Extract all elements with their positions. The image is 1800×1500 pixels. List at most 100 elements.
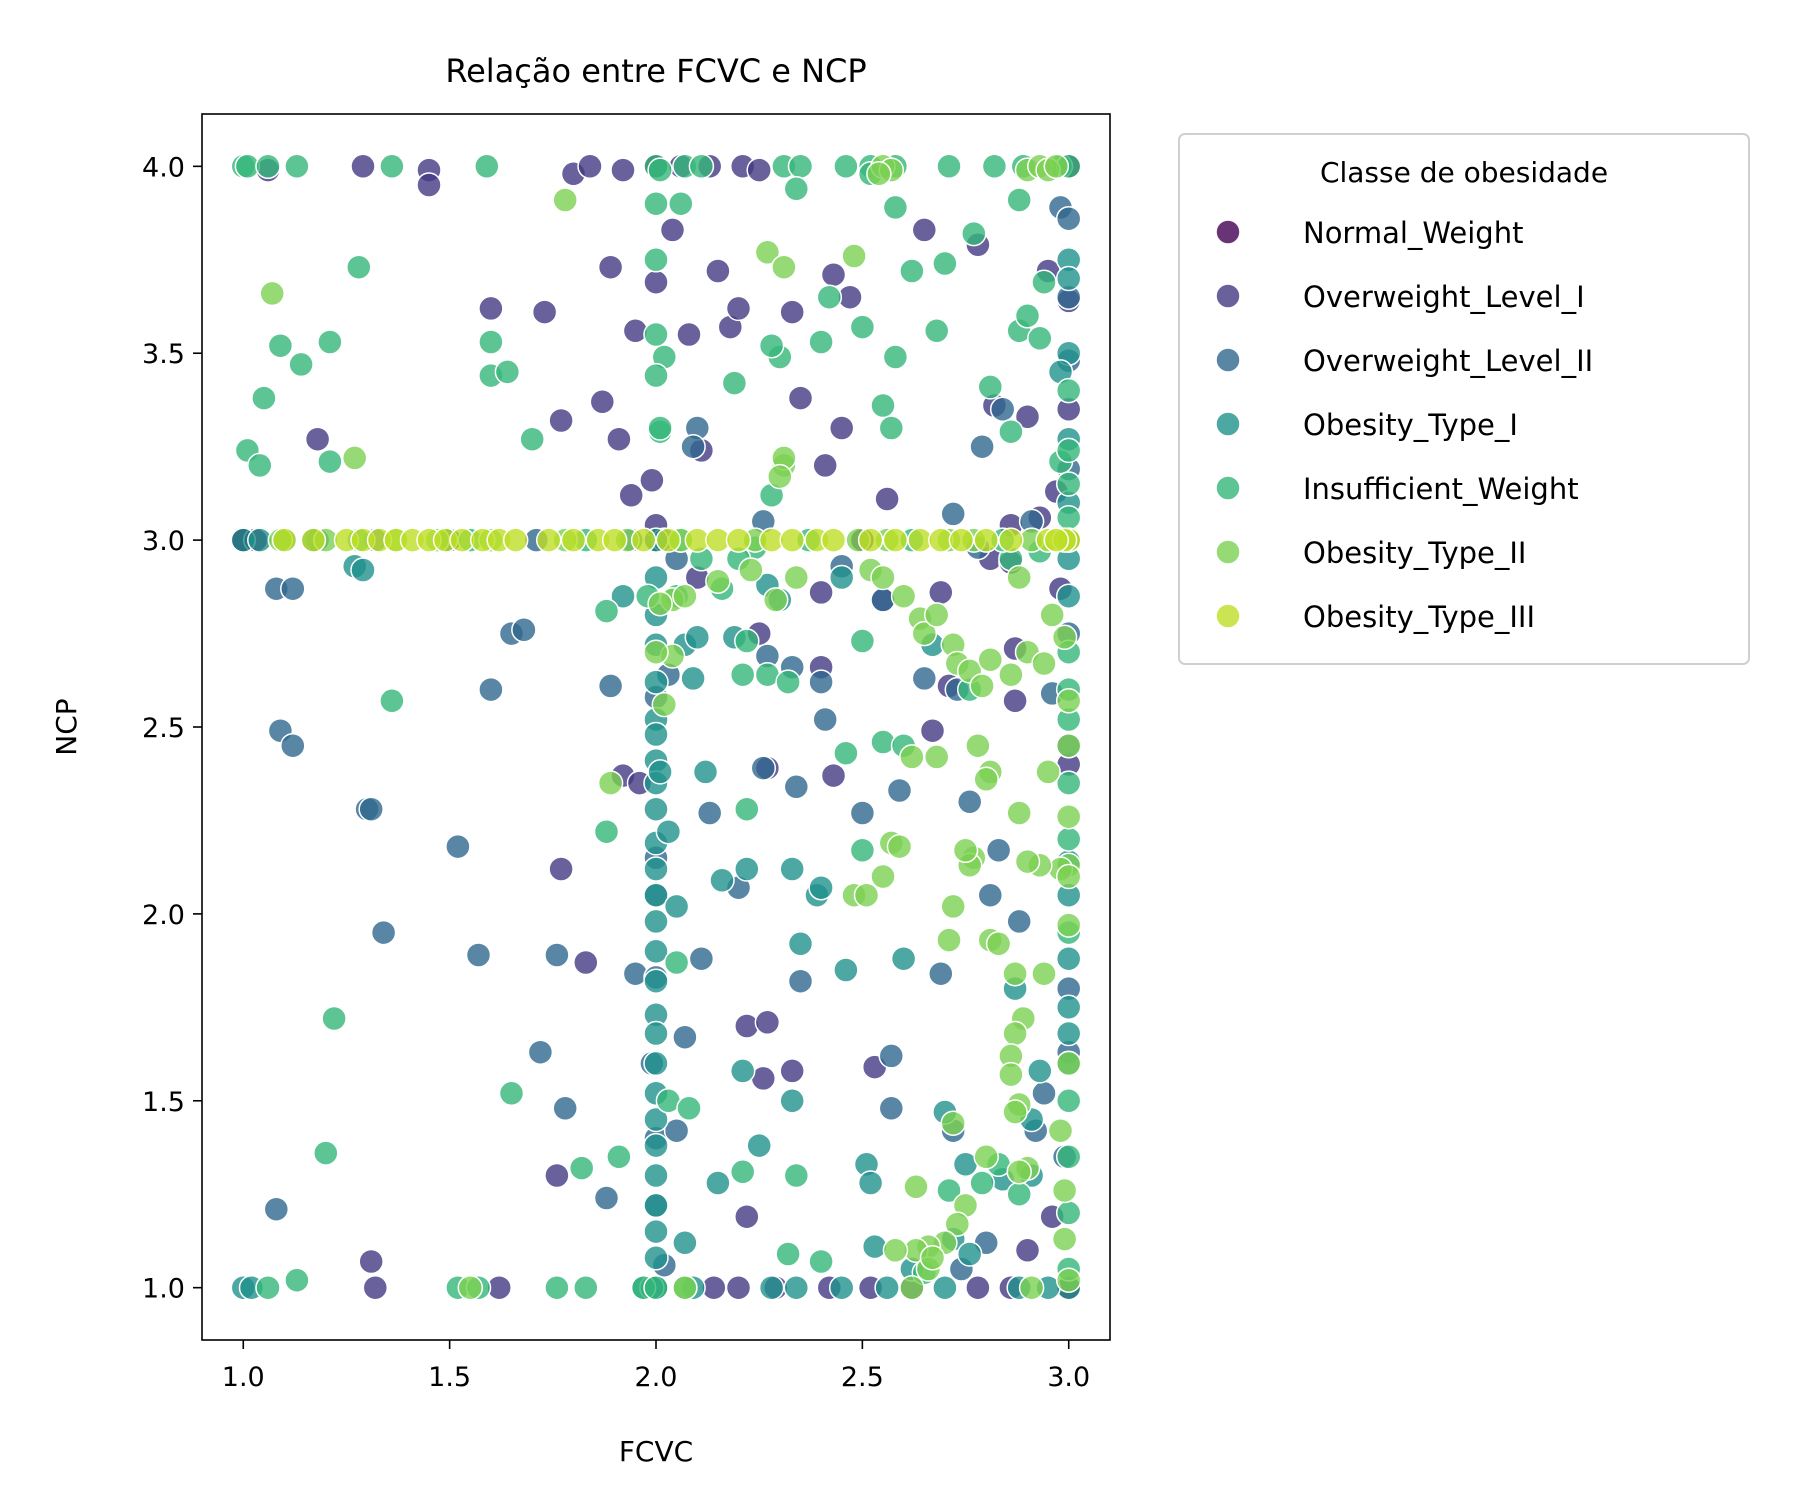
scatter-point [849,837,876,864]
scatter-point [820,527,847,553]
scatter-point [989,396,1016,423]
scatter-point [597,254,624,280]
scatter-point [304,426,331,452]
scatter-point [725,295,752,322]
scatter-point [911,620,938,647]
scatter-point [754,239,781,266]
scatter-point [783,1274,810,1301]
scatter-point [783,176,810,202]
scatter-point [998,661,1024,688]
scatter-point [919,717,946,744]
legend: Classe de obesidade Normal_Weight Overwei… [1178,133,1750,665]
scatter-point [643,639,669,665]
scatter-point [734,628,760,654]
scatter-point [647,759,673,785]
scatter-point [643,721,669,748]
scatter-point [928,960,954,987]
scatter-point [346,254,372,280]
scatter-point [589,389,616,415]
scatter-point [696,800,723,826]
scatter-point [519,426,545,452]
scatter-point [267,332,294,359]
scatter-point [878,1095,905,1122]
scatter-point [841,243,867,269]
scatter-point [833,153,859,180]
scatter-point [1006,800,1032,826]
scatter-point [1055,732,1082,759]
scatter-point [779,299,805,325]
scatter-point [1055,1267,1082,1293]
scatter-point [606,426,632,452]
scatter-point [911,665,938,692]
scatter-point [783,564,810,591]
scatter-point [936,927,962,953]
scatter-point [597,770,624,796]
scatter-point [643,321,669,348]
scatter-point [956,789,983,815]
scatter-point [1018,1274,1045,1301]
scatter-point [969,433,995,460]
scatter-point [280,732,306,759]
scatter-point [511,617,537,643]
scatter-point [721,370,748,396]
scatter-point [263,1196,290,1222]
scatter-point [610,157,636,183]
scatter-point [362,1274,389,1301]
scatter-point [820,762,847,789]
scatter-point [560,527,587,553]
scatter-point [754,1009,781,1036]
x-tick-label: 2.0 [635,1362,678,1393]
scatter-point [663,949,690,976]
scatter-point [940,893,966,920]
scatter-point [1002,1099,1028,1125]
x-tick-label: 3.0 [1047,1362,1090,1393]
scatter-point [977,882,1004,908]
y-tick-label: 3.5 [142,339,185,370]
scatter-point [779,1058,805,1084]
scatter-point [882,1237,909,1264]
scatter-point [725,527,752,553]
scatter-point [1039,602,1065,628]
scatter-point [568,1155,595,1181]
scatter-point [680,433,706,460]
scatter-point [280,575,306,602]
scatter-point [1006,187,1032,213]
scatter-point [358,796,384,822]
scatter-point [548,407,574,434]
legend-label: Overweight_Level_II [1303,344,1593,378]
scatter-point [255,153,281,180]
legend-box [1178,133,1750,665]
scatter-point [952,837,979,864]
scatter-point [647,157,673,183]
scatter-point [478,676,504,703]
scatter-point [643,908,669,935]
scatter-point [816,284,843,310]
legend-marker [1215,283,1241,309]
scatter-point [672,1230,698,1256]
scatter-point [899,258,925,284]
scatter-point [1002,960,1028,987]
scatter-point [758,332,785,359]
chart-title: Relação entre FCVC e NCP [445,52,866,90]
scatter-point [643,1162,669,1189]
scatter-point [890,583,917,609]
scatter-point [1055,912,1082,938]
scatter-point [1043,527,1070,553]
scatter-point [379,688,405,714]
scatter-point [1051,1177,1078,1204]
scatter-point [643,1192,669,1219]
scatter-point [1047,1117,1074,1144]
scatter-point [734,856,760,882]
scatter-point [1027,1058,1053,1084]
scatter-point [1051,1226,1078,1252]
scatter-point [1031,650,1057,677]
scatter-point [936,153,962,180]
scatter-point [870,564,896,591]
scatter-point [284,1267,310,1293]
scatter-point [874,486,900,512]
scatter-point [940,501,966,527]
scatter-point [725,1274,752,1301]
scatter-point [1055,1088,1082,1114]
scatter-point [672,1024,698,1050]
scatter-point [729,661,756,688]
